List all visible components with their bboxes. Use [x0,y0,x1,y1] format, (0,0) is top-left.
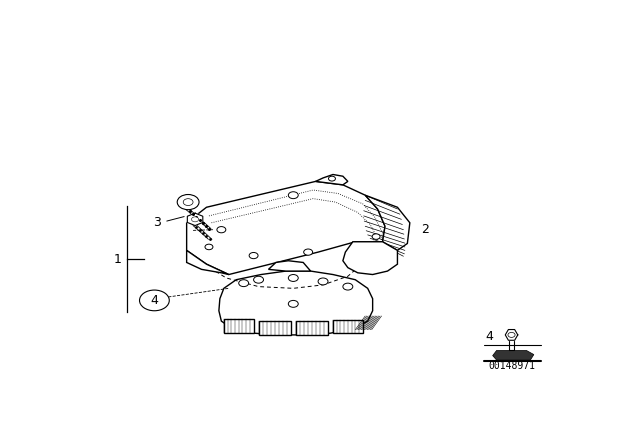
FancyBboxPatch shape [333,320,363,333]
Circle shape [508,332,515,337]
Circle shape [288,301,298,307]
Circle shape [318,278,328,285]
Polygon shape [219,271,372,335]
Circle shape [205,244,213,250]
Circle shape [328,176,335,181]
Polygon shape [269,261,310,271]
Text: 4: 4 [150,294,158,307]
Polygon shape [187,181,385,275]
Circle shape [191,217,198,222]
Circle shape [249,253,258,258]
Text: 1: 1 [113,253,121,266]
Polygon shape [365,195,410,250]
Text: 00148971: 00148971 [488,361,535,371]
Polygon shape [505,330,518,340]
Polygon shape [316,174,348,185]
Text: 3: 3 [153,216,161,229]
Circle shape [183,198,193,206]
Circle shape [304,249,312,255]
FancyBboxPatch shape [224,319,253,333]
Circle shape [343,283,353,290]
Circle shape [372,234,380,239]
Circle shape [253,276,264,283]
FancyBboxPatch shape [296,321,328,335]
Circle shape [217,227,226,233]
Circle shape [239,280,249,287]
FancyBboxPatch shape [259,321,291,335]
Polygon shape [343,242,397,275]
Text: 4: 4 [485,330,493,343]
Polygon shape [187,250,229,275]
Circle shape [288,192,298,198]
Polygon shape [188,213,203,225]
Circle shape [177,194,199,210]
Polygon shape [493,350,534,360]
Text: 2: 2 [420,223,429,236]
Circle shape [288,275,298,281]
Circle shape [140,290,169,311]
